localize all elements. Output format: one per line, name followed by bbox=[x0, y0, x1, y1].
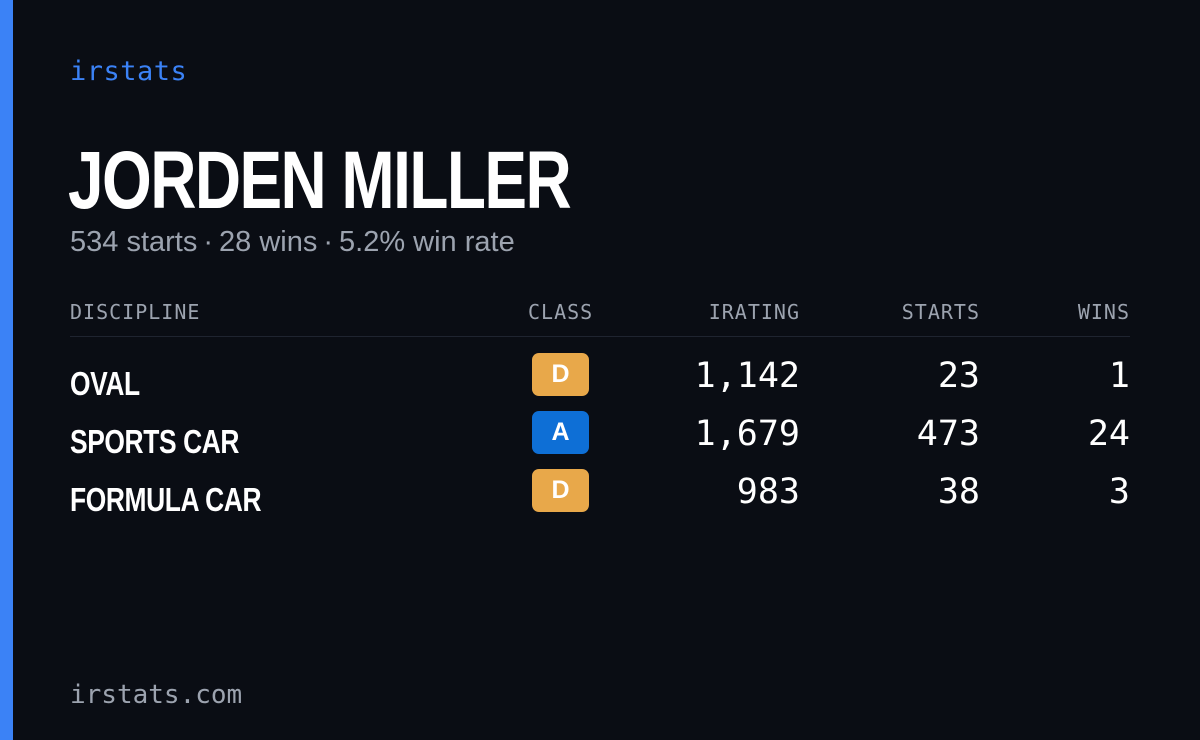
starts-value: 473 bbox=[916, 414, 980, 454]
starts-value: 38 bbox=[937, 472, 980, 512]
wins-value: 3 bbox=[1108, 472, 1130, 512]
driver-summary: 534 starts · 28 wins · 5.2% win rate bbox=[70, 226, 515, 259]
class-badge: A bbox=[532, 411, 589, 454]
wins-value: 1 bbox=[1108, 356, 1130, 396]
brand-logo-text: irstats bbox=[70, 56, 188, 87]
wins-summary: 28 wins bbox=[219, 226, 318, 258]
table-header: DISCIPLINE CLASS IRATING STARTS WINS bbox=[70, 298, 1130, 337]
driver-name: JORDEN MILLER bbox=[68, 135, 572, 226]
header-discipline: DISCIPLINE bbox=[70, 300, 201, 324]
footer-url: irstats.com bbox=[70, 680, 243, 710]
summary-separator: · bbox=[203, 226, 214, 258]
header-irating: IRATING bbox=[708, 300, 800, 324]
stats-table: DISCIPLINE CLASS IRATING STARTS WINS OVA… bbox=[70, 298, 1130, 527]
table-row: SPORTS CAR A 1,679 473 24 bbox=[70, 411, 1130, 469]
header-starts: STARTS bbox=[901, 300, 980, 324]
accent-bar bbox=[0, 0, 13, 740]
header-wins: WINS bbox=[1077, 300, 1130, 324]
class-badge: D bbox=[532, 469, 589, 512]
table-row: FORMULA CAR D 983 38 3 bbox=[70, 469, 1130, 527]
table-body: OVAL D 1,142 23 1 SPORTS CAR A 1,679 473… bbox=[70, 337, 1130, 527]
header-class: CLASS bbox=[528, 300, 594, 324]
class-badge: D bbox=[532, 353, 589, 396]
starts-summary: 534 starts bbox=[70, 226, 198, 258]
discipline-name: SPORTS CAR bbox=[70, 423, 240, 460]
wins-value: 24 bbox=[1087, 414, 1130, 454]
irating-value: 983 bbox=[736, 472, 800, 512]
table-row: OVAL D 1,142 23 1 bbox=[70, 353, 1130, 411]
win-rate-summary: 5.2% win rate bbox=[339, 226, 515, 258]
starts-value: 23 bbox=[937, 356, 980, 396]
discipline-name: OVAL bbox=[70, 365, 140, 402]
irating-value: 1,679 bbox=[694, 414, 800, 454]
summary-separator: · bbox=[323, 226, 334, 258]
discipline-name: FORMULA CAR bbox=[70, 481, 262, 518]
irating-value: 1,142 bbox=[694, 356, 800, 396]
